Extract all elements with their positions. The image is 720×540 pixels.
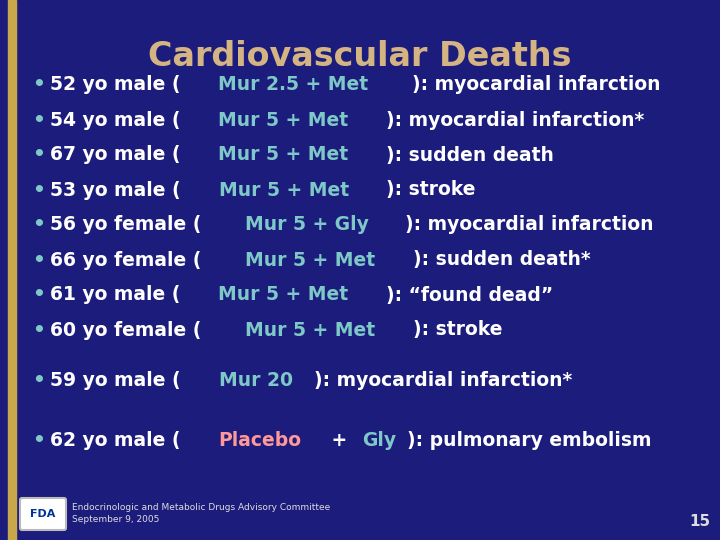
Text: ): myocardial infarction*: ): myocardial infarction* [387,111,644,130]
Text: 15: 15 [689,515,710,530]
Text: •: • [32,286,45,305]
Text: 66 yo female (: 66 yo female ( [50,251,202,269]
Text: •: • [32,145,45,165]
Text: Mur 5 + Gly: Mur 5 + Gly [246,215,369,234]
Text: •: • [32,76,45,94]
Text: •: • [32,370,45,389]
Text: 56 yo female (: 56 yo female ( [50,215,202,234]
Text: ): pulmonary embolism: ): pulmonary embolism [407,430,651,449]
Text: Mur 5 + Met: Mur 5 + Met [246,321,375,340]
Text: 54 yo male (: 54 yo male ( [50,111,181,130]
Text: Mur 2.5 + Met: Mur 2.5 + Met [218,76,369,94]
Text: 52 yo male (: 52 yo male ( [50,76,181,94]
Text: ): sudden death*: ): sudden death* [413,251,591,269]
Text: •: • [32,321,45,340]
Text: •: • [32,180,45,199]
Text: 62 yo male (: 62 yo male ( [50,430,181,449]
Text: Mur 5 + Met: Mur 5 + Met [218,145,348,165]
FancyBboxPatch shape [20,498,66,530]
Text: •: • [32,215,45,234]
Text: Mur 5 + Met: Mur 5 + Met [246,251,375,269]
Text: •: • [32,430,45,449]
Text: Mur 5 + Met: Mur 5 + Met [218,111,348,130]
Text: Cardiovascular Deaths: Cardiovascular Deaths [148,40,572,73]
Text: Mur 20: Mur 20 [219,370,292,389]
Text: 61 yo male (: 61 yo male ( [50,286,181,305]
Text: ): myocardial infarction: ): myocardial infarction [405,215,654,234]
Text: Mur 5 + Met: Mur 5 + Met [219,180,348,199]
Text: 60 yo female (: 60 yo female ( [50,321,202,340]
Text: September 9, 2005: September 9, 2005 [72,516,159,524]
Text: Gly: Gly [363,430,397,449]
Text: 59 yo male (: 59 yo male ( [50,370,181,389]
Text: Placebo: Placebo [218,430,302,449]
Bar [8,0,16,540]
Text: ): sudden death: ): sudden death [387,145,554,165]
Text: ): “found dead”: ): “found dead” [386,286,553,305]
Text: Endocrinologic and Metabolic Drugs Advisory Committee: Endocrinologic and Metabolic Drugs Advis… [72,503,330,512]
Text: Mur 5 + Met: Mur 5 + Met [218,286,348,305]
Text: ): stroke: ): stroke [387,180,476,199]
Text: 67 yo male (: 67 yo male ( [50,145,181,165]
Text: •: • [32,251,45,269]
Text: +: + [325,430,354,449]
Text: 53 yo male (: 53 yo male ( [50,180,181,199]
Text: ): stroke: ): stroke [413,321,503,340]
Text: FDA: FDA [30,509,55,519]
Text: •: • [32,111,45,130]
Text: ): myocardial infarction: ): myocardial infarction [412,76,660,94]
Text: ): myocardial infarction*: ): myocardial infarction* [314,370,572,389]
